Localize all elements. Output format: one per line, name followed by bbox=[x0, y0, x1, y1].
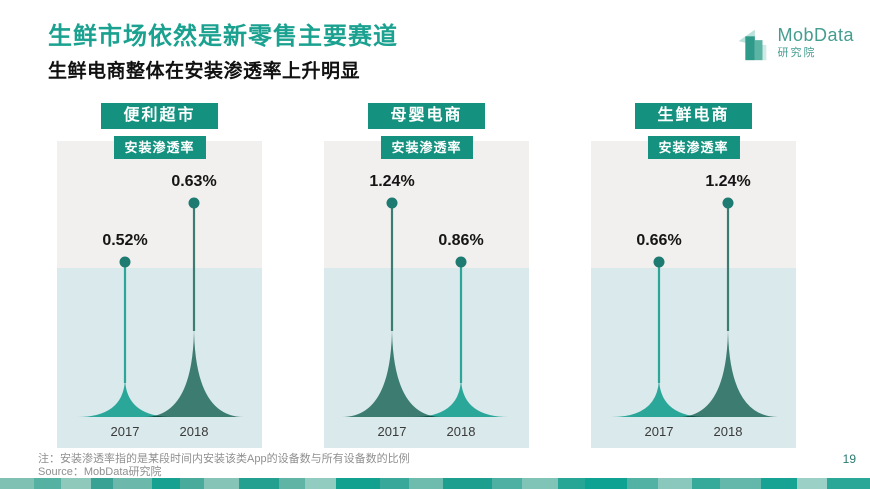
year-label-2017: 2017 bbox=[645, 424, 674, 439]
strip-segment bbox=[279, 478, 306, 489]
lollipop-chart: 0.52% 2017 0.63% 2018 bbox=[57, 141, 262, 448]
panel-lower-bg bbox=[57, 268, 262, 448]
year-label-2017: 2017 bbox=[111, 424, 140, 439]
strip-segment bbox=[627, 478, 658, 489]
year-label-2018: 2018 bbox=[447, 424, 476, 439]
page-number: 19 bbox=[842, 452, 856, 466]
mobdata-logo: MobData 研究院 bbox=[734, 22, 854, 64]
strip-segment bbox=[0, 478, 35, 489]
strip-segment bbox=[380, 478, 409, 489]
lollipop-chart: 0.66% 2017 1.24% 2018 bbox=[591, 141, 796, 448]
bottom-color-strip bbox=[0, 478, 870, 489]
strip-segment bbox=[443, 478, 492, 489]
strip-segment bbox=[691, 478, 721, 489]
triangle-marker-2017 bbox=[611, 377, 707, 417]
year-label-2017: 2017 bbox=[378, 424, 407, 439]
triangle-marker-2018 bbox=[144, 325, 244, 417]
panel-lower-bg bbox=[324, 268, 529, 448]
logo-text-block: MobData 研究院 bbox=[777, 24, 854, 61]
footnote: 注：安装渗透率指的是某段时间内安装该类App的设备数与所有设备数的比例 bbox=[38, 453, 410, 465]
panel-upper-bg bbox=[57, 141, 262, 268]
value-label-2018: 0.86% bbox=[438, 232, 483, 249]
strip-segment bbox=[204, 478, 239, 489]
value-dot-2017 bbox=[653, 256, 665, 268]
panel-title-badge: 生鲜电商 bbox=[635, 103, 752, 129]
triangle-group bbox=[77, 325, 244, 417]
strip-segment bbox=[657, 478, 692, 489]
value-dot-2018 bbox=[455, 256, 467, 268]
chart-panels: 便利超市 安装渗透率 0.52% 2017 0.63% 2018 母婴电商 安装渗透率… bbox=[57, 103, 796, 448]
panel-upper-bg bbox=[324, 141, 529, 268]
strip-segment bbox=[113, 478, 152, 489]
triangle-group bbox=[611, 325, 778, 417]
value-label-2017: 0.66% bbox=[636, 232, 681, 249]
source-line: Source：MobData研究院 bbox=[38, 466, 162, 478]
logo-subtext: 研究院 bbox=[777, 47, 817, 60]
strip-segment bbox=[720, 478, 761, 489]
strip-segment bbox=[408, 478, 444, 489]
strip-segment bbox=[521, 478, 559, 489]
strip-segment bbox=[34, 478, 61, 489]
triangle-marker-2018 bbox=[413, 377, 509, 417]
strip-segment bbox=[335, 478, 381, 489]
panel-body: 安装渗透率 0.52% 2017 0.63% 2018 bbox=[57, 136, 262, 448]
triangle-marker-2017 bbox=[342, 325, 442, 417]
panel-body: 安装渗透率 0.66% 2017 1.24% 2018 bbox=[591, 136, 796, 448]
strip-segment bbox=[827, 478, 870, 489]
value-label-2018: 0.63% bbox=[171, 173, 216, 190]
strip-segment bbox=[491, 478, 522, 489]
logo-text: MobData bbox=[777, 24, 854, 45]
value-dot-2017 bbox=[119, 256, 131, 268]
metric-label-badge: 安装渗透率 bbox=[113, 136, 206, 159]
strip-segment bbox=[238, 478, 280, 489]
year-label-2018: 2018 bbox=[180, 424, 209, 439]
value-dot-2018 bbox=[188, 197, 200, 209]
value-dot-2017 bbox=[386, 197, 398, 209]
strip-segment bbox=[151, 478, 181, 489]
chart-panel: 生鲜电商 安装渗透率 0.66% 2017 1.24% 2018 bbox=[591, 103, 796, 448]
strip-segment bbox=[60, 478, 92, 489]
strip-segment bbox=[558, 478, 585, 489]
strip-segment bbox=[91, 478, 114, 489]
value-label-2017: 1.24% bbox=[369, 173, 414, 190]
strip-segment bbox=[760, 478, 798, 489]
metric-label-badge: 安装渗透率 bbox=[647, 136, 740, 159]
page-subtitle: 生鲜电商整体在安装渗透率上升明显 bbox=[48, 61, 361, 82]
page-title: 生鲜市场依然是新零售主要赛道 bbox=[48, 23, 398, 50]
panel-title-badge: 母婴电商 bbox=[368, 103, 485, 129]
strip-segment bbox=[797, 478, 828, 489]
panel-title-badge: 便利超市 bbox=[101, 103, 218, 129]
triangle-marker-2018 bbox=[678, 325, 778, 417]
value-label-2018: 1.24% bbox=[705, 173, 750, 190]
chart-panel: 便利超市 安装渗透率 0.52% 2017 0.63% 2018 bbox=[57, 103, 262, 448]
panel-body: 安装渗透率 1.24% 2017 0.86% 2018 bbox=[324, 136, 529, 448]
metric-label-badge: 安装渗透率 bbox=[380, 136, 473, 159]
triangle-group bbox=[342, 325, 509, 417]
panel-upper-bg bbox=[591, 141, 796, 268]
year-label-2018: 2018 bbox=[714, 424, 743, 439]
strip-segment bbox=[180, 478, 205, 489]
strip-segment bbox=[584, 478, 628, 489]
lollipop-chart: 1.24% 2017 0.86% 2018 bbox=[324, 141, 529, 448]
panel-lower-bg bbox=[591, 268, 796, 448]
chart-panel: 母婴电商 安装渗透率 1.24% 2017 0.86% 2018 bbox=[324, 103, 529, 448]
triangle-marker-2017 bbox=[77, 377, 173, 417]
mobdata-logo-icon bbox=[739, 29, 767, 61]
strip-segment bbox=[305, 478, 336, 489]
value-dot-2018 bbox=[722, 197, 734, 209]
value-label-2017: 0.52% bbox=[102, 232, 147, 249]
